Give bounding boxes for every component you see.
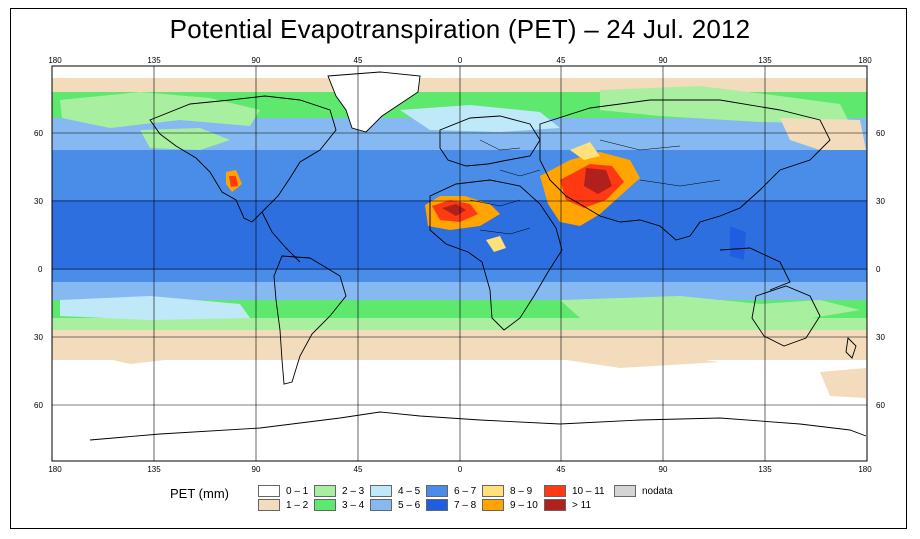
patch-indian-south	[560, 296, 860, 320]
lon-label-bottom: 90	[659, 465, 668, 474]
asia-outline	[539, 99, 831, 241]
central-america-outline	[261, 211, 301, 263]
patch-philippines	[730, 226, 746, 260]
lat-labels-right: 60 30 0 30 60	[876, 129, 885, 410]
patch-southern-east	[820, 368, 866, 398]
africa-outline	[429, 179, 563, 331]
lon-label-bottom: 135	[758, 465, 772, 474]
lat-label-left: 30	[34, 333, 43, 342]
south-america-outline	[273, 255, 347, 385]
lon-label-top: 135	[758, 56, 772, 65]
patch-us-southwest-hot	[229, 176, 238, 187]
map-title: Potential Evapotranspiration (PET) – 24 …	[169, 14, 751, 44]
lon-label-bottom: 45	[557, 465, 566, 474]
lat-label-left: 30	[34, 197, 43, 206]
patch-canada	[140, 128, 230, 150]
lon-label-bottom: 0	[458, 465, 463, 474]
greenland-ice	[328, 72, 420, 132]
north-america-outline	[149, 95, 337, 223]
patch-south-pacific	[60, 296, 250, 320]
lon-label-bottom: 180	[48, 465, 62, 474]
antarctica-outline	[89, 411, 867, 441]
lat-label-left: 0	[38, 265, 43, 274]
indonesia-outline	[719, 247, 791, 291]
lon-label-bottom: 90	[252, 465, 261, 474]
europe-outline	[439, 115, 541, 167]
lon-label-bottom: 135	[147, 465, 161, 474]
lat-label-right: 60	[876, 129, 885, 138]
map-border	[51, 65, 868, 462]
lat-label-right: 60	[876, 401, 885, 410]
patch-southern-indian	[540, 352, 720, 368]
australia-outline	[751, 285, 821, 347]
lat-labels-left: 60 30 0 30 60	[34, 129, 43, 410]
greenland-outline	[327, 71, 421, 133]
patch-iran-11	[584, 168, 612, 194]
lon-label-top: 45	[354, 56, 363, 65]
lat-label-right: 30	[876, 333, 885, 342]
patch-southern-ocean	[70, 346, 200, 364]
patch-caspian-8-9	[570, 142, 600, 160]
lon-label-top: 180	[48, 56, 62, 65]
lon-label-top: 45	[557, 56, 566, 65]
patch-europe-north	[400, 105, 560, 132]
lat-label-right: 30	[876, 197, 885, 206]
patch-north-pacific	[60, 92, 260, 128]
patch-sahel	[486, 236, 506, 252]
band-antarctic-0-1	[52, 360, 867, 461]
lon-label-top: 90	[252, 56, 261, 65]
lat-label-left: 60	[34, 401, 43, 410]
lon-label-top: 0	[458, 56, 463, 65]
lon-labels-bottom: 180 135 90 45 0 45 90 135 180	[48, 465, 872, 474]
lon-label-top: 180	[858, 56, 872, 65]
patch-siberia	[600, 86, 850, 124]
lon-labels-top: 180 135 90 45 0 45 90 135 180	[48, 56, 872, 65]
lon-label-top: 90	[659, 56, 668, 65]
patch-pacific-nw	[780, 118, 866, 150]
new-zealand-outline	[845, 337, 857, 359]
map-layer	[52, 66, 867, 461]
lon-label-bottom: 45	[354, 465, 363, 474]
coastlines	[89, 71, 867, 441]
country-borders	[469, 139, 721, 235]
lat-label-left: 60	[34, 129, 43, 138]
lon-label-top: 135	[147, 56, 161, 65]
lat-label-right: 0	[876, 265, 881, 274]
lon-label-bottom: 180	[858, 465, 872, 474]
graticule	[52, 66, 867, 461]
